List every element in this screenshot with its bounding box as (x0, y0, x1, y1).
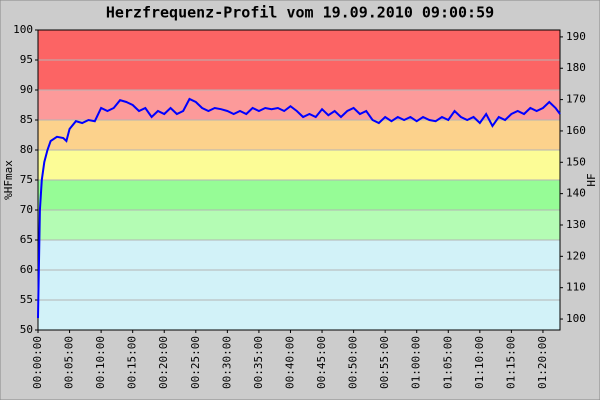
y2-axis-label: HF (585, 173, 598, 186)
x-tick-label: 01:15:00 (504, 336, 517, 389)
x-tick-label: 01:05:00 (441, 336, 454, 389)
x-tick-label: 00:25:00 (189, 336, 202, 389)
x-tick-label: 01:10:00 (473, 336, 486, 389)
hr-line (37, 97, 561, 319)
x-tick-label: 00:20:00 (157, 336, 170, 389)
x-tick-label: 01:00:00 (410, 336, 423, 389)
zone (38, 240, 560, 330)
x-tick-label: 00:40:00 (283, 336, 296, 389)
zone (38, 120, 560, 150)
x-tick-label: 00:15:00 (126, 336, 139, 389)
y2-tick-label: 170 (566, 93, 586, 106)
x-tick-label: 00:05:00 (63, 336, 76, 389)
y-axis-label: %HFmax (2, 160, 15, 200)
y2-tick-label: 120 (566, 249, 586, 262)
y2-tick-label: 100 (566, 312, 586, 325)
y2-tick-label: 190 (566, 30, 586, 43)
x-tick-label: 00:10:00 (94, 336, 107, 389)
zone (38, 90, 560, 120)
y2-tick-label: 150 (566, 155, 586, 168)
y-tick-label: 90 (20, 83, 33, 96)
chart-title: Herzfrequenz-Profil vom 19.09.2010 09:00… (106, 4, 494, 22)
y-tick-label: 50 (20, 323, 33, 336)
x-tick-label: 00:50:00 (347, 336, 360, 389)
x-tick-label: 00:45:00 (315, 336, 328, 389)
y2-tick-label: 180 (566, 61, 586, 74)
zone (38, 210, 560, 240)
zone (38, 150, 560, 180)
y-tick-label: 60 (20, 263, 33, 276)
y-tick-label: 75 (20, 173, 33, 186)
x-tick-label: 00:00:00 (31, 336, 44, 389)
y-tick-label: 80 (20, 143, 33, 156)
x-tick-label: 00:30:00 (220, 336, 233, 389)
y2-tick-label: 130 (566, 218, 586, 231)
y2-tick-label: 140 (566, 187, 586, 200)
y-tick-label: 55 (20, 293, 33, 306)
x-tick-label: 01:20:00 (536, 336, 549, 389)
y-tick-label: 100 (13, 23, 33, 36)
zone (38, 180, 560, 210)
plot-frame (37, 29, 561, 331)
x-tick-label: 00:55:00 (378, 336, 391, 389)
y2-tick-label: 160 (566, 124, 586, 137)
x-tick-label: 00:35:00 (252, 336, 265, 389)
y-tick-label: 70 (20, 203, 33, 216)
y-tick-label: 85 (20, 113, 33, 126)
y-tick-label: 65 (20, 233, 33, 246)
y-tick-label: 95 (20, 53, 33, 66)
y2-tick-label: 110 (566, 281, 586, 294)
